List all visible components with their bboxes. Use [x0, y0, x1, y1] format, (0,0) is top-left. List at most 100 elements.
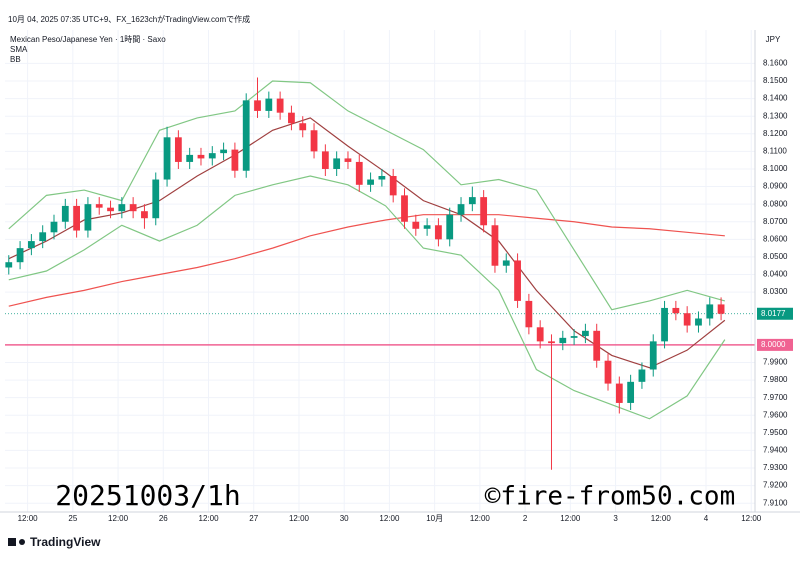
y-tick-label: 8.1300	[763, 111, 788, 120]
x-tick-label: 10月	[426, 514, 443, 523]
y-tick-label: 8.1200	[763, 129, 788, 138]
candle-body	[582, 330, 589, 337]
last-price-label: 8.0177	[761, 309, 786, 318]
y-tick-label: 7.9200	[763, 481, 788, 490]
candle-body	[163, 137, 171, 180]
indicator-label: BB	[10, 55, 21, 64]
y-tick-label: 8.1600	[763, 59, 788, 68]
candle-body	[39, 232, 47, 242]
y-tick-label: 8.0300	[763, 287, 788, 296]
x-tick-label: 12:00	[199, 514, 220, 523]
candle-body	[423, 225, 431, 229]
hline-label: 8.0000	[761, 340, 786, 349]
brand: TradingView	[30, 535, 101, 549]
candle-body	[401, 195, 408, 222]
x-tick-label: 12:00	[651, 514, 672, 523]
indicator-line	[8, 117, 726, 369]
candle-body	[174, 137, 182, 162]
candle-body	[378, 176, 386, 180]
hline-label-box	[757, 338, 793, 351]
x-tick-label: 12:00	[108, 514, 129, 523]
x-tick-label: 12:00	[560, 514, 581, 523]
header: 10月 04, 2025 07:35 UTC+9、FX_1623chがTradi…	[8, 14, 250, 24]
y-tick-label: 7.9500	[763, 428, 788, 437]
x-tick-label: 26	[159, 514, 168, 523]
candle-body	[5, 262, 13, 268]
watermark: 20251003/1h	[55, 479, 240, 512]
candle-body	[152, 179, 160, 219]
candle-body	[672, 307, 680, 314]
candle-body	[186, 154, 194, 162]
x-tick-label: 2	[523, 514, 528, 523]
candle-body	[16, 248, 24, 263]
candle-body	[118, 204, 126, 212]
candle-body	[299, 123, 307, 131]
candle-body	[141, 211, 148, 219]
candle-body	[446, 214, 454, 240]
y-tick-label: 8.1100	[763, 146, 787, 155]
candle-body	[73, 205, 80, 231]
y-tick-label: 8.0400	[763, 270, 788, 279]
y-tick-label: 8.1500	[763, 76, 788, 85]
candle-body	[412, 221, 420, 229]
y-tick-label: 8.1000	[763, 164, 788, 173]
candle-body	[706, 304, 714, 319]
y-tick-label: 7.9100	[763, 498, 788, 507]
y-tick-label: 7.9400	[763, 446, 788, 455]
x-tick-label: 12:00	[18, 514, 39, 523]
candle-body	[61, 205, 69, 222]
candle-body	[27, 241, 35, 249]
brand-logo	[8, 538, 25, 546]
candle-body	[514, 260, 521, 301]
candle-body	[548, 341, 555, 344]
x-tick-label: 12:00	[470, 514, 491, 523]
x-tick-label: 25	[68, 514, 77, 523]
candle-body	[502, 260, 510, 266]
chart-title: Mexican Peso/Japanese Yen · 1時間 · Saxo	[10, 35, 166, 44]
candle-body	[84, 204, 92, 231]
y-tick-label: 8.0800	[763, 199, 788, 208]
candle-body	[107, 207, 114, 212]
candle-body	[276, 98, 284, 113]
credit: ©fire-from50.com	[485, 482, 735, 512]
x-tick-label: 12:00	[741, 514, 762, 523]
plot	[5, 30, 755, 512]
y-tick-label: 7.9900	[763, 358, 788, 367]
y-tick-label: 7.9300	[763, 463, 788, 472]
y-tick-label: 8.0900	[763, 182, 788, 191]
candle-body	[344, 158, 352, 162]
candle-body	[661, 307, 668, 342]
y-tick-label: 8.1400	[763, 94, 788, 103]
x-tick-label: 12:00	[289, 514, 310, 523]
indicator-line	[8, 80, 726, 311]
candle-body	[683, 313, 691, 326]
y-tick-label: 7.9700	[763, 393, 788, 402]
candle-body	[265, 98, 273, 111]
candle-body	[220, 149, 227, 154]
x-tick-label: 27	[249, 514, 258, 523]
candle-body	[638, 369, 646, 382]
candle-body	[435, 225, 442, 240]
indicator-line	[8, 175, 726, 420]
candle-body	[717, 304, 725, 314]
y-tick-label: 7.9600	[763, 410, 788, 419]
candle-body	[536, 327, 544, 342]
x-tick-label: 4	[704, 514, 709, 523]
candle-body	[208, 153, 216, 159]
candle-body	[197, 154, 205, 159]
candle-body	[480, 197, 488, 226]
candle-body	[491, 225, 499, 266]
candle-body	[593, 330, 601, 361]
x-tick-label: 30	[340, 514, 349, 523]
y-tick-label: 8.0600	[763, 234, 788, 243]
candle-body	[129, 204, 137, 212]
candle-body	[559, 337, 567, 344]
indicator-label: SMA	[10, 45, 28, 54]
candle-body	[50, 221, 58, 233]
candle-body	[310, 130, 318, 152]
last-price-box	[757, 307, 793, 320]
candle-body	[242, 100, 250, 171]
candle-body	[604, 360, 612, 384]
